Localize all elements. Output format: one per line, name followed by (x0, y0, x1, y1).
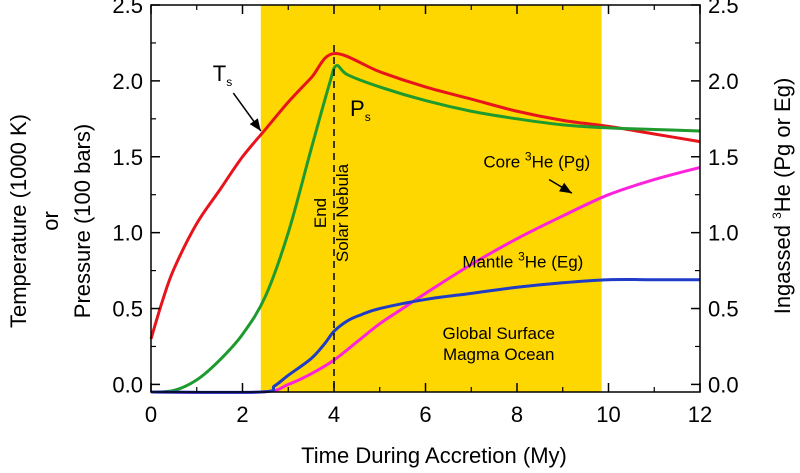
ticks-layer: 0 2 4 6 8 10 12 0.0 0.0 0.5 0.5 1.0 1.0 1.5 1.5 2.0 2.0 2… (112, 0, 738, 427)
x-tick-label: 8 (511, 402, 523, 427)
x-tick-label: 2 (236, 402, 248, 427)
y-tick-label-left: 1.5 (112, 145, 143, 170)
x-tick-label: 6 (419, 402, 431, 427)
y-axis-title-left-1: Temperature (1000 K) (6, 114, 31, 328)
y-tick-label-right: 2.5 (708, 0, 739, 18)
y-tick-label-left: 0.0 (112, 372, 143, 397)
series-layer (149, 52, 701, 395)
series-line-3 (150, 277, 700, 394)
x-tick-label: 4 (328, 402, 340, 427)
y-axis-title-left-2: or (38, 211, 63, 231)
annotation-layer: Ts Ps Core 3He (Pg) Mantle 3He (Eg) Global S… (213, 61, 590, 364)
y-tick-label-left: 1.0 (112, 221, 143, 246)
annotation-ps: Ps (350, 96, 371, 124)
annotation-arrow-head (249, 118, 261, 131)
y-tick-label-right: 0.0 (708, 372, 739, 397)
y-tick-label-left: 0.5 (112, 297, 143, 322)
y-tick-label-right: 0.5 (708, 297, 739, 322)
y-axis-title-right: Ingassed 3He (Pg or Eg) (770, 78, 795, 315)
vline-label-end: End (311, 198, 330, 228)
x-tick-label: 12 (688, 402, 712, 427)
y-tick-label-right: 1.5 (708, 145, 739, 170)
series-line-0 (149, 52, 701, 340)
annotation-ts: Ts (213, 61, 232, 89)
annotation-magma-ocean: Magma Ocean (443, 345, 555, 364)
y-tick-label-left: 2.5 (112, 0, 143, 18)
annotation-core-he: Core 3He (Pg) (483, 149, 590, 171)
vline-label-solar-nebula: Solar Nebula (333, 163, 352, 262)
x-axis-title: Time During Accretion (My) (301, 443, 567, 468)
series-line-2 (150, 165, 701, 395)
x-tick-label: 0 (145, 402, 157, 427)
annotation-magma-ocean: Global Surface (442, 324, 554, 343)
y-tick-label-right: 1.0 (708, 221, 739, 246)
y-axis-title-left-3: Pressure (100 bars) (70, 124, 95, 318)
y-tick-label-left: 2.0 (112, 69, 143, 94)
y-tick-label-right: 2.0 (708, 69, 739, 94)
series-line-1 (150, 64, 701, 394)
annotation-mantle-he: Mantle 3He (Eg) (462, 250, 583, 272)
annotation-arrow-head (559, 182, 572, 194)
x-tick-label: 10 (596, 402, 620, 427)
